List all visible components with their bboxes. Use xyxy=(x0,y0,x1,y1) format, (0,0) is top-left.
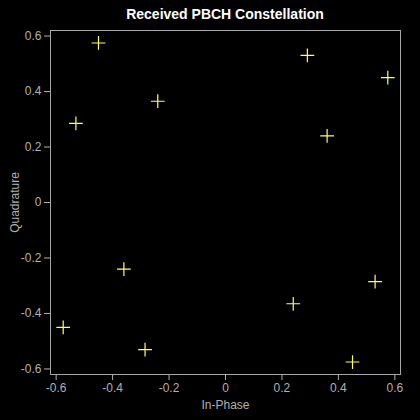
svg-text:0: 0 xyxy=(35,195,42,209)
svg-text:0.6: 0.6 xyxy=(387,381,404,395)
html-text:Received PBCH Constellation: Received PBCH Constellation xyxy=(126,6,324,22)
svg-text:0.4: 0.4 xyxy=(25,84,42,98)
svg-text:In-Phase: In-Phase xyxy=(201,398,249,412)
svg-text:-0.4: -0.4 xyxy=(21,306,42,320)
svg-text:-0.4: -0.4 xyxy=(102,381,123,395)
svg-text:0.6: 0.6 xyxy=(25,29,42,43)
svg-text:0.2: 0.2 xyxy=(25,140,42,154)
svg-text:-0.2: -0.2 xyxy=(159,381,180,395)
svg-text:-0.6: -0.6 xyxy=(21,362,42,376)
svg-text:0.2: 0.2 xyxy=(274,381,291,395)
svg-text:Quadrature: Quadrature xyxy=(8,172,22,233)
svg-text:0: 0 xyxy=(222,381,229,395)
svg-text:-0.2: -0.2 xyxy=(21,251,42,265)
svg-text:-0.6: -0.6 xyxy=(46,381,67,395)
svg-text:0.4: 0.4 xyxy=(330,381,347,395)
